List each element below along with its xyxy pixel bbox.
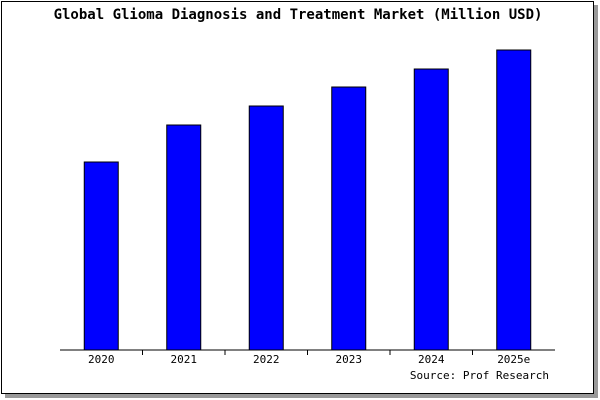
- bar: [331, 86, 367, 351]
- x-tick-label: 2024: [418, 353, 445, 366]
- bar: [248, 105, 284, 351]
- bar: [496, 49, 532, 351]
- x-tick-label: 2021: [171, 353, 198, 366]
- x-tick-label: 2025e: [497, 353, 530, 366]
- bar: [166, 124, 202, 351]
- bar: [83, 161, 119, 351]
- x-tick-label: 2023: [336, 353, 363, 366]
- source-note: Source: Prof Research: [410, 369, 549, 382]
- bar: [413, 68, 449, 351]
- chart-title: Global Glioma Diagnosis and Treatment Ma…: [54, 7, 543, 23]
- x-tick-label: 2020: [88, 353, 115, 366]
- x-tick-label: 2022: [253, 353, 280, 366]
